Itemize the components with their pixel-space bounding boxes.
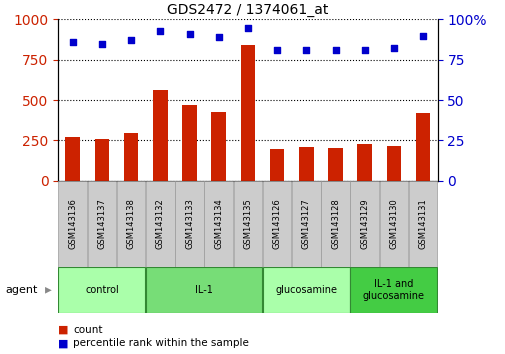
Bar <box>415 113 430 181</box>
Bar <box>65 137 80 181</box>
Text: GSM143138: GSM143138 <box>126 199 135 249</box>
Text: GSM143127: GSM143127 <box>301 199 310 249</box>
Bar <box>146 181 174 267</box>
Text: IL-1: IL-1 <box>195 285 213 295</box>
Point <box>185 31 193 37</box>
Point <box>98 41 106 46</box>
Bar <box>349 267 436 313</box>
Bar <box>124 133 138 181</box>
Text: count: count <box>73 325 103 335</box>
Text: ■: ■ <box>58 338 69 348</box>
Bar <box>408 181 436 267</box>
Point <box>127 38 135 43</box>
Point <box>331 47 339 53</box>
Point <box>360 47 368 53</box>
Text: GSM143134: GSM143134 <box>214 199 223 249</box>
Text: GSM143136: GSM143136 <box>68 199 77 249</box>
Point <box>156 28 164 34</box>
Bar <box>240 45 255 181</box>
Text: control: control <box>85 285 119 295</box>
Bar <box>59 181 87 267</box>
Bar <box>262 267 349 313</box>
Text: glucosamine: glucosamine <box>275 285 337 295</box>
Text: ■: ■ <box>58 325 69 335</box>
Bar <box>379 181 408 267</box>
Bar <box>175 181 204 267</box>
Bar <box>328 148 342 181</box>
Text: GSM143126: GSM143126 <box>272 199 281 249</box>
Point <box>69 39 77 45</box>
Bar <box>269 149 284 181</box>
Text: GSM143132: GSM143132 <box>156 199 165 249</box>
Text: GSM143130: GSM143130 <box>389 199 397 249</box>
Bar <box>153 90 167 181</box>
Bar <box>349 181 378 267</box>
Bar <box>386 146 400 181</box>
Bar <box>117 181 145 267</box>
Bar <box>204 181 233 267</box>
Point <box>214 34 222 40</box>
Bar <box>298 147 313 181</box>
Bar <box>87 181 116 267</box>
Bar <box>321 181 349 267</box>
Bar <box>146 267 262 313</box>
Bar <box>233 181 262 267</box>
Bar <box>94 139 109 181</box>
Text: GSM143129: GSM143129 <box>360 199 369 249</box>
Bar <box>182 105 196 181</box>
Point <box>243 25 251 30</box>
Point <box>418 33 426 39</box>
Bar <box>357 144 371 181</box>
Point <box>301 47 310 53</box>
Title: GDS2472 / 1374061_at: GDS2472 / 1374061_at <box>167 3 328 17</box>
Bar <box>291 181 320 267</box>
Text: IL-1 and
glucosamine: IL-1 and glucosamine <box>362 279 424 301</box>
Text: agent: agent <box>5 285 37 295</box>
Bar <box>59 267 145 313</box>
Text: GSM143131: GSM143131 <box>418 199 427 249</box>
Bar <box>211 112 226 181</box>
Text: percentile rank within the sample: percentile rank within the sample <box>73 338 249 348</box>
Text: GSM143128: GSM143128 <box>330 199 339 249</box>
Point <box>389 46 397 51</box>
Point <box>273 47 281 53</box>
Text: GSM143137: GSM143137 <box>97 199 106 249</box>
Text: GSM143133: GSM143133 <box>185 199 194 249</box>
Text: GSM143135: GSM143135 <box>243 199 252 249</box>
Bar <box>262 181 291 267</box>
